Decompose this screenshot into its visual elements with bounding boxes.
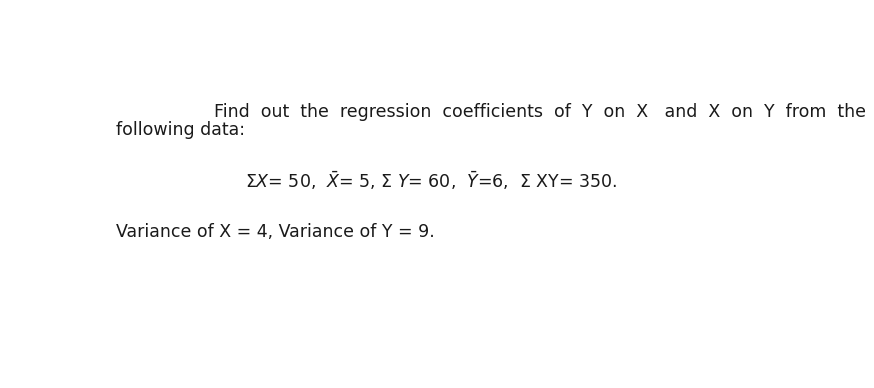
Text: following data:: following data:	[116, 121, 245, 139]
Text: $\Sigma$$X$= 50,  $\bar{X}$= 5, $\Sigma$ $Y$= 60,  $\bar{Y}$=6,  $\Sigma$ XY= 35: $\Sigma$$X$= 50, $\bar{X}$= 5, $\Sigma$ …	[245, 170, 617, 192]
Text: Variance of X = 4, Variance of Y = 9.: Variance of X = 4, Variance of Y = 9.	[116, 223, 434, 241]
Text: Find  out  the  regression  coefficients  of  Y  on  X   and  X  on  Y  from  th: Find out the regression coefficients of …	[214, 103, 866, 121]
